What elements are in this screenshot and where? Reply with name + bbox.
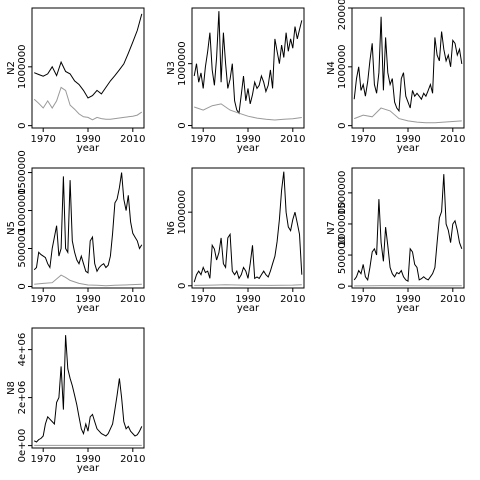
- series-line-primary: [33, 172, 143, 274]
- y-axis-label: N8: [6, 381, 17, 395]
- series-line-secondary: [194, 103, 302, 121]
- plot-frame: [191, 167, 305, 289]
- y-tick-label: 1000000: [17, 45, 28, 90]
- x-tick-label: 1990: [395, 294, 420, 305]
- x-axis-label: year: [77, 463, 100, 474]
- y-axis-label: N5: [6, 221, 17, 235]
- y-tick-label: 0: [177, 122, 188, 128]
- y-tick-label: 1000000: [337, 202, 348, 247]
- x-tick-label: 1990: [75, 454, 100, 465]
- y-axis-label: N3: [166, 61, 177, 75]
- series-line-primary: [193, 11, 303, 115]
- x-tick-label: 2010: [280, 134, 305, 145]
- plot-frame: [191, 7, 305, 129]
- y-axis-label: N7: [326, 221, 337, 235]
- x-axis-label: year: [237, 143, 260, 154]
- x-axis-label: year: [397, 303, 420, 314]
- x-tick-label: 2010: [120, 454, 145, 465]
- x-axis-label: year: [77, 303, 100, 314]
- y-tick-label: 1000000: [177, 190, 188, 235]
- series-line-primary: [33, 335, 143, 443]
- x-axis-label: year: [237, 303, 260, 314]
- x-tick-label: 1970: [30, 134, 55, 145]
- panel-n3: 1970 1990 2010 0 1000000 year N3: [166, 7, 306, 154]
- x-tick-label: 2010: [280, 294, 305, 305]
- y-tick-label: 0: [17, 283, 28, 289]
- x-tick-label: 1970: [350, 294, 375, 305]
- y-tick-label: 1000000: [337, 45, 348, 90]
- y-axis-label: N4: [326, 61, 337, 75]
- y-tick-label: 1500000: [337, 171, 348, 216]
- x-tick-label: 1970: [30, 294, 55, 305]
- y-tick-label: 1500000: [17, 150, 28, 195]
- panel-n4: 1970 1990 2010 0 1000000 2000000 year N4: [326, 0, 466, 154]
- panel-n2: 1970 1990 2010 0 1000000 year N2: [6, 7, 146, 154]
- x-tick-label: 1990: [75, 134, 100, 145]
- y-tick-label: 0: [337, 122, 348, 128]
- x-tick-label: 1990: [235, 294, 260, 305]
- series-line-secondary: [194, 284, 302, 286]
- y-tick-label: 500000: [17, 229, 28, 267]
- x-tick-label: 1990: [395, 134, 420, 145]
- series-line-primary: [353, 174, 463, 283]
- x-tick-label: 1990: [235, 134, 260, 145]
- y-tick-label: 1000000: [17, 188, 28, 233]
- y-tick-label: 0e+00: [17, 429, 28, 463]
- panel-n8: 1970 1990 2010 0e+00 2e+06 4e+06 year N8: [6, 327, 146, 474]
- y-tick-label: 0: [17, 122, 28, 128]
- y-tick-label: 2000000: [337, 0, 348, 30]
- series-line-primary: [353, 16, 463, 113]
- panel-n6: 1970 1990 2010 0 1000000 year N6: [166, 167, 306, 314]
- x-tick-label: 1970: [190, 294, 215, 305]
- x-tick-label: 2010: [120, 134, 145, 145]
- series-line-primary: [193, 171, 303, 283]
- x-tick-label: 1970: [190, 134, 215, 145]
- y-tick-label: 1000000: [177, 41, 188, 86]
- x-tick-label: 2010: [440, 134, 465, 145]
- x-tick-label: 1970: [350, 134, 375, 145]
- plot-frame: [31, 7, 145, 129]
- x-axis-label: year: [77, 143, 100, 154]
- y-axis-label: N2: [6, 61, 17, 75]
- x-axis-label: year: [397, 143, 420, 154]
- x-tick-label: 1970: [30, 454, 55, 465]
- y-tick-label: 2e+06: [17, 381, 28, 415]
- y-tick-label: 500000: [337, 236, 348, 274]
- y-axis-label: N6: [166, 221, 177, 235]
- series-line-secondary: [33, 86, 143, 121]
- y-tick-label: 0: [177, 283, 188, 289]
- y-tick-label: 4e+06: [17, 333, 28, 367]
- series-line-secondary: [354, 107, 462, 124]
- series-line-primary: [34, 13, 143, 99]
- series-line-secondary: [34, 274, 142, 287]
- x-tick-label: 2010: [120, 294, 145, 305]
- x-tick-label: 1990: [75, 294, 100, 305]
- x-tick-label: 2010: [440, 294, 465, 305]
- y-tick-label: 0: [337, 283, 348, 289]
